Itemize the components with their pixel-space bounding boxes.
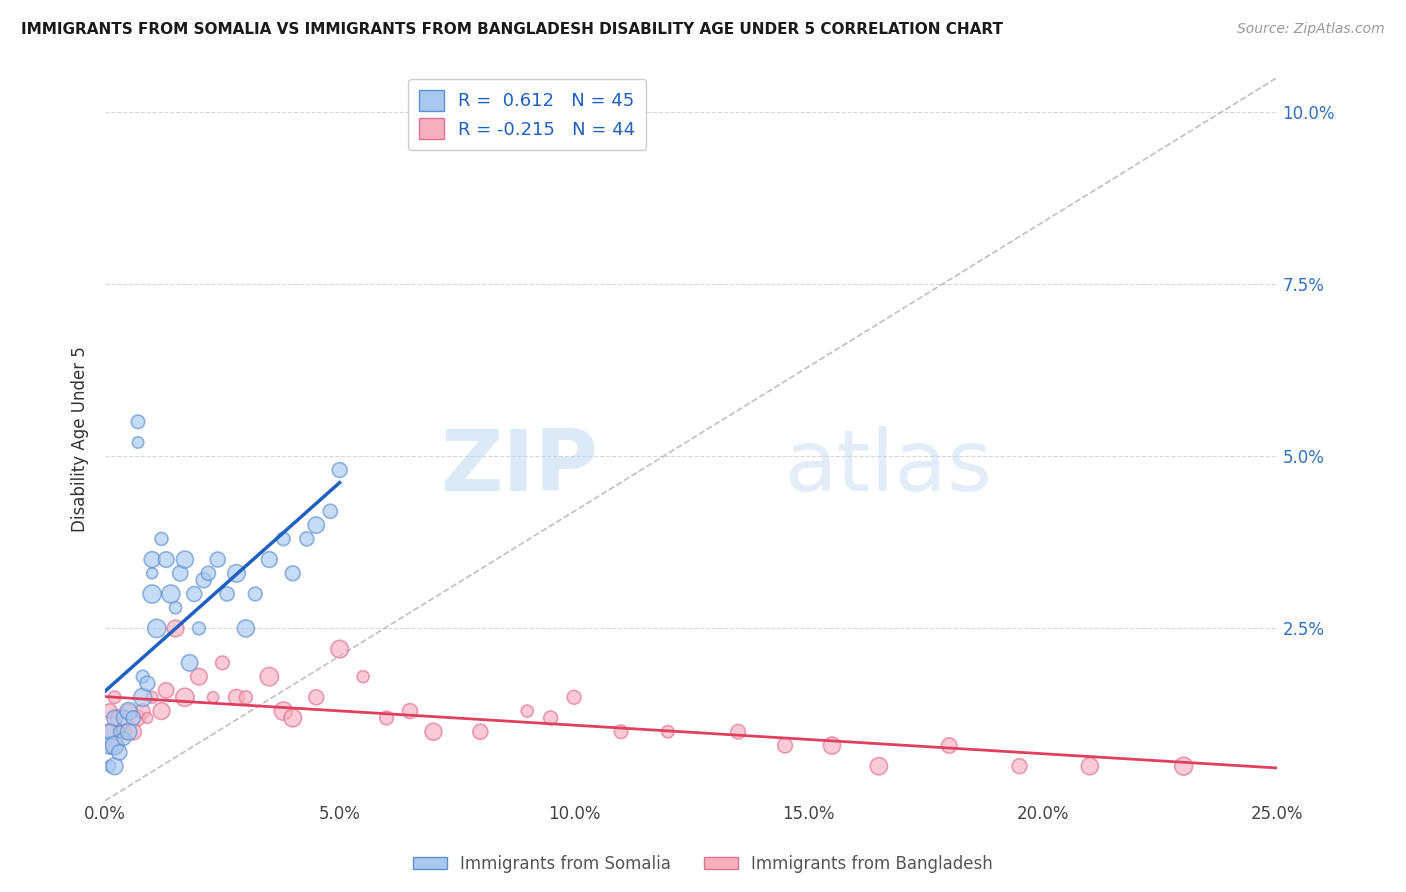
Point [104, 739, 127, 753]
Point [225, 566, 247, 581]
Point [868, 759, 890, 773]
Point [193, 573, 215, 587]
Point [165, 600, 187, 615]
Point [422, 724, 444, 739]
Point [108, 724, 131, 739]
Point [516, 704, 538, 718]
Point [225, 690, 247, 705]
Point [150, 532, 173, 546]
Point [375, 711, 398, 725]
Point [1078, 759, 1101, 773]
Point [150, 704, 173, 718]
Point [329, 463, 352, 477]
Point [104, 759, 127, 773]
Point [305, 518, 328, 533]
Point [118, 704, 141, 718]
Point [132, 704, 155, 718]
Legend: Immigrants from Somalia, Immigrants from Bangladesh: Immigrants from Somalia, Immigrants from… [406, 848, 1000, 880]
Point [160, 587, 183, 601]
Point [98, 759, 121, 773]
Point [211, 656, 233, 670]
Point [136, 676, 159, 690]
Point [235, 690, 257, 705]
Point [141, 552, 163, 566]
Point [329, 642, 352, 657]
Point [174, 552, 197, 566]
Text: IMMIGRANTS FROM SOMALIA VS IMMIGRANTS FROM BANGLADESH DISABILITY AGE UNDER 5 COR: IMMIGRANTS FROM SOMALIA VS IMMIGRANTS FR… [21, 22, 1002, 37]
Point [281, 566, 304, 581]
Text: ZIP: ZIP [440, 426, 598, 509]
Point [141, 690, 163, 705]
Point [169, 566, 191, 581]
Point [281, 711, 304, 725]
Point [112, 724, 135, 739]
Point [118, 704, 141, 718]
Point [188, 670, 211, 684]
Point [104, 739, 127, 753]
Point [122, 724, 145, 739]
Point [118, 724, 141, 739]
Point [98, 724, 121, 739]
Text: Source: ZipAtlas.com: Source: ZipAtlas.com [1237, 22, 1385, 37]
Point [1008, 759, 1031, 773]
Point [319, 504, 342, 518]
Point [112, 711, 135, 725]
Point [98, 724, 121, 739]
Point [245, 587, 267, 601]
Point [155, 552, 177, 566]
Point [104, 690, 127, 705]
Point [202, 690, 225, 705]
Point [183, 587, 205, 601]
Point [470, 724, 492, 739]
Point [108, 711, 131, 725]
Point [179, 656, 201, 670]
Point [207, 552, 229, 566]
Point [938, 739, 960, 753]
Point [112, 731, 135, 746]
Point [821, 739, 844, 753]
Point [127, 415, 149, 429]
Point [727, 724, 749, 739]
Point [259, 670, 281, 684]
Point [295, 532, 318, 546]
Point [305, 690, 328, 705]
Text: atlas: atlas [785, 426, 993, 509]
Point [141, 566, 163, 581]
Point [98, 739, 121, 753]
Point [352, 670, 374, 684]
Point [610, 724, 633, 739]
Point [273, 532, 295, 546]
Point [155, 683, 177, 698]
Point [174, 690, 197, 705]
Point [562, 690, 585, 705]
Point [132, 670, 155, 684]
Point [104, 711, 127, 725]
Point [259, 552, 281, 566]
Point [197, 566, 219, 581]
Point [98, 704, 121, 718]
Point [146, 622, 169, 636]
Point [217, 587, 239, 601]
Point [108, 746, 131, 760]
Point [1173, 759, 1195, 773]
Point [165, 622, 187, 636]
Point [127, 711, 149, 725]
Point [273, 704, 295, 718]
Point [657, 724, 679, 739]
Point [136, 711, 159, 725]
Legend: R =  0.612   N = 45, R = -0.215   N = 44: R = 0.612 N = 45, R = -0.215 N = 44 [408, 79, 647, 150]
Point [540, 711, 562, 725]
Point [235, 622, 257, 636]
Y-axis label: Disability Age Under 5: Disability Age Under 5 [72, 346, 89, 532]
Point [127, 435, 149, 450]
Point [399, 704, 422, 718]
Point [141, 587, 163, 601]
Point [122, 711, 145, 725]
Point [132, 690, 155, 705]
Point [773, 739, 796, 753]
Point [188, 622, 211, 636]
